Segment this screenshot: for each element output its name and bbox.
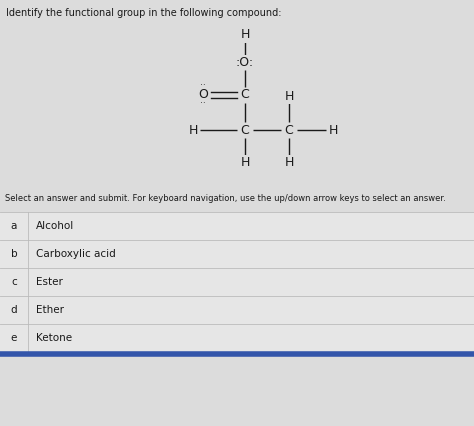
Text: H: H bbox=[240, 155, 250, 169]
Bar bbox=[0, 268, 474, 296]
Text: c: c bbox=[11, 277, 17, 287]
Text: H: H bbox=[240, 29, 250, 41]
Text: e: e bbox=[11, 333, 17, 343]
Bar bbox=[0, 296, 474, 324]
Text: Ester: Ester bbox=[36, 277, 63, 287]
Text: Ketone: Ketone bbox=[36, 333, 72, 343]
Text: Carboxylic acid: Carboxylic acid bbox=[36, 249, 116, 259]
Bar bbox=[0, 212, 474, 240]
Text: Ether: Ether bbox=[36, 305, 64, 315]
Text: C: C bbox=[241, 89, 249, 101]
Text: ··: ·· bbox=[200, 81, 206, 90]
Text: H: H bbox=[284, 89, 294, 103]
Text: H: H bbox=[284, 155, 294, 169]
Bar bbox=[0, 240, 474, 268]
Text: O: O bbox=[198, 89, 208, 101]
Text: ··: ·· bbox=[200, 100, 206, 109]
Text: H: H bbox=[328, 124, 337, 136]
Text: Alcohol: Alcohol bbox=[36, 221, 74, 231]
Text: b: b bbox=[11, 249, 18, 259]
Text: C: C bbox=[284, 124, 293, 136]
Text: :O:: :O: bbox=[236, 55, 254, 69]
Text: Identify the functional group in the following compound:: Identify the functional group in the fol… bbox=[6, 8, 282, 18]
Text: d: d bbox=[11, 305, 18, 315]
Bar bbox=[0, 324, 474, 352]
Text: Select an answer and submit. For keyboard navigation, use the up/down arrow keys: Select an answer and submit. For keyboar… bbox=[5, 194, 446, 203]
Text: a: a bbox=[11, 221, 17, 231]
Text: C: C bbox=[241, 124, 249, 136]
Text: H: H bbox=[188, 124, 198, 136]
